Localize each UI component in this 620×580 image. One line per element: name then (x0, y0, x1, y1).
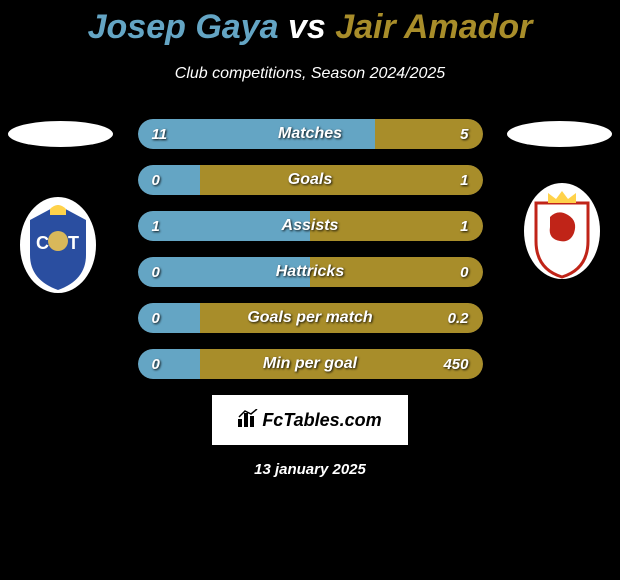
subtitle: Club competitions, Season 2024/2025 (0, 65, 620, 83)
fctables-logo[interactable]: FcTables.com (212, 395, 408, 445)
player1-avatar-placeholder (8, 121, 113, 147)
stat-label: Assists (138, 211, 483, 241)
player2-name: Jair Amador (335, 8, 532, 46)
stat-label: Matches (138, 119, 483, 149)
chart-icon (238, 409, 258, 432)
shield-icon (522, 181, 602, 281)
player2-club-crest (522, 181, 602, 281)
stat-label: Hattricks (138, 257, 483, 287)
stat-row: 11Assists (138, 211, 483, 241)
player1-name: Josep Gaya (88, 8, 279, 46)
vs-word: vs (288, 8, 326, 46)
player1-club-crest: C T (18, 195, 98, 295)
stat-row: 01Goals (138, 165, 483, 195)
stat-label: Goals per match (138, 303, 483, 333)
comparison-title: Josep Gaya vs Jair Amador (0, 0, 620, 47)
stat-row: 115Matches (138, 119, 483, 149)
stat-label: Min per goal (138, 349, 483, 379)
shield-icon: C T (18, 195, 98, 295)
comparison-panel: C T 115Matches 01Goals 11Assists 00Hattrick… (0, 119, 620, 478)
stat-row: 00.2Goals per match (138, 303, 483, 333)
player2-avatar-placeholder (507, 121, 612, 147)
svg-text:C: C (36, 233, 49, 253)
stat-bars: 115Matches 01Goals 11Assists 00Hattricks 00.… (138, 119, 483, 379)
stat-row: 0450Min per goal (138, 349, 483, 379)
brand-text: FcTables.com (262, 410, 381, 431)
stat-label: Goals (138, 165, 483, 195)
comparison-date: 13 january 2025 (0, 461, 620, 478)
stat-row: 00Hattricks (138, 257, 483, 287)
svg-text:T: T (68, 233, 79, 253)
